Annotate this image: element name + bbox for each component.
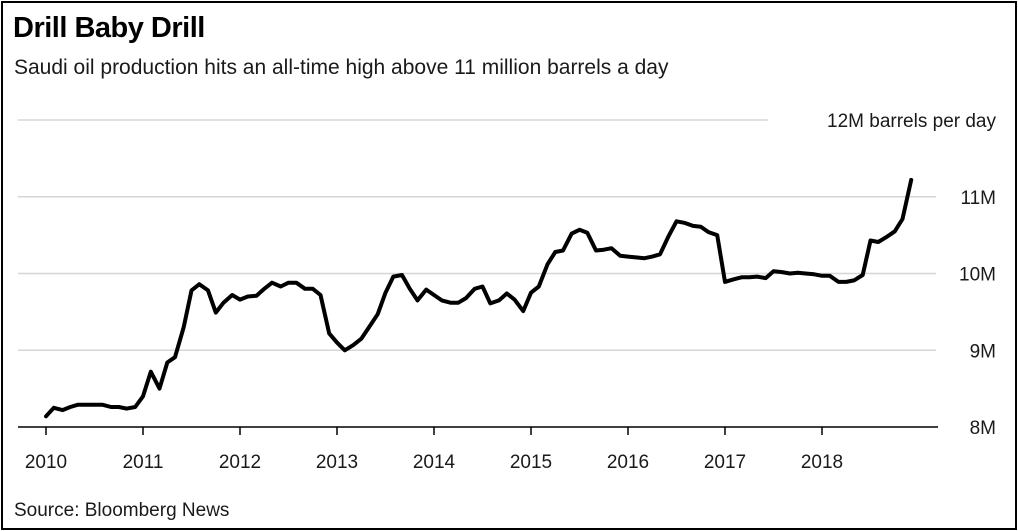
x-tick-label: 2018 xyxy=(801,452,843,473)
x-tick-label: 2010 xyxy=(25,452,67,473)
x-tick-labels-group: 2010 2011 2012 2013 2014 2015 2016 2017 2018 xyxy=(25,452,843,473)
x-tick-label: 2015 xyxy=(510,452,552,473)
y-unit-label: 12M barrels per day xyxy=(827,111,996,132)
x-ticks-group xyxy=(45,427,823,435)
gridlines-group xyxy=(18,119,936,351)
x-tick-label: 2014 xyxy=(413,452,456,473)
y-tick-labels-group: 11M 10M 9M 8M xyxy=(959,188,996,439)
series-group xyxy=(44,177,914,419)
y-tick-label: 9M xyxy=(970,341,996,362)
chart-subtitle: Saudi oil production hits an all-time hi… xyxy=(14,56,669,79)
y-tick-label: 8M xyxy=(970,418,996,439)
x-tick-label: 2013 xyxy=(316,452,358,473)
x-tick-label: 2012 xyxy=(219,452,261,473)
chart-title: Drill Baby Drill xyxy=(13,12,205,44)
x-tick-label: 2017 xyxy=(704,452,746,473)
x-tick-label: 2016 xyxy=(607,452,649,473)
y-tick-label: 10M xyxy=(959,265,996,286)
series-line xyxy=(44,177,914,419)
x-tick-label: 2011 xyxy=(123,452,164,473)
source-note: Source: Bloomberg News xyxy=(14,500,230,521)
y-tick-label: 11M xyxy=(960,188,996,209)
